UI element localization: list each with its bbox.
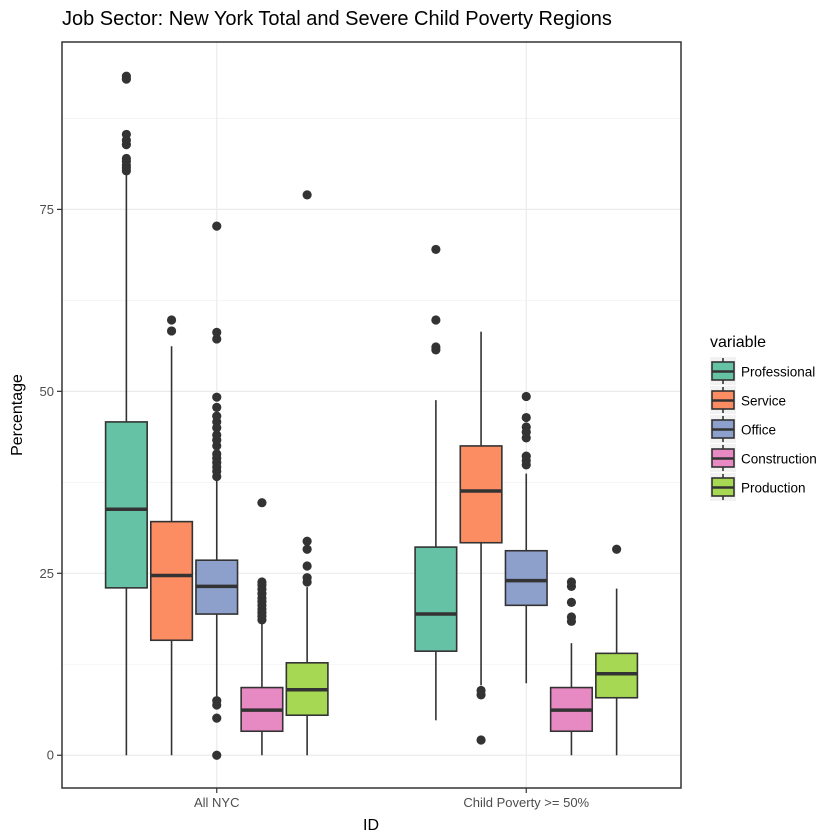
outlier-point [521,412,531,423]
plot-border [61,41,682,789]
outlier-point [431,315,441,325]
outlier-point [212,402,222,412]
legend-item-professional: Professional [710,357,815,385]
outlier-point [566,597,577,608]
outlier-point [257,577,267,587]
box-production-1 [595,544,639,756]
outlier-point [212,334,222,344]
outlier-point [212,327,222,337]
outlier-point [212,713,222,723]
outlier-point [431,244,441,255]
box-service-0 [149,315,194,756]
y-tick-label: 0 [47,748,54,763]
outlier-point [212,392,222,402]
outlier-point [166,315,177,325]
legend: variable Professional Service Office Constru… [710,334,817,501]
iqr-box [595,652,639,699]
y-tick-label: 75 [40,202,54,217]
outlier-point [521,451,531,461]
outlier-point [302,573,312,583]
legend-title: variable [710,334,766,351]
outlier-point [121,129,131,140]
box-professional-0 [104,71,148,756]
outlier-point [121,153,131,164]
plot-panel [62,42,681,788]
outlier-point [302,544,312,554]
outlier-point [521,391,531,402]
outlier-point [476,685,486,696]
outlier-point [121,71,131,81]
legend-label: Production [741,481,806,496]
outlier-point [521,422,531,432]
box-office-0 [195,221,239,760]
legend-label: Construction [741,452,817,467]
outlier-point [212,696,222,706]
box-construction-1 [549,577,594,756]
box-professional-1 [414,244,458,721]
legend-item-office: Office [710,415,776,443]
legend-item-construction: Construction [710,444,817,472]
outlier-point [212,449,222,459]
outlier-point [212,411,222,421]
outlier-point [212,430,222,440]
outlier-point [612,544,622,554]
outlier-point [476,735,486,745]
y-tick-label: 50 [40,384,54,399]
outlier-point [212,221,222,231]
y-tick-label: 25 [40,566,54,581]
outlier-point [566,612,577,622]
chart-title: Job Sector: New York Total and Severe Ch… [62,8,612,30]
legend-item-service: Service [710,386,786,414]
outlier-point [566,577,577,587]
iqr-box [149,520,194,642]
iqr-box [459,445,503,544]
box-office-1 [504,391,548,684]
outlier-point [431,342,441,352]
iqr-box [414,546,458,652]
iqr-box [504,549,548,607]
box-production-0 [285,190,329,756]
y-axis-label: Percentage [9,374,26,456]
outlier-point [257,498,267,508]
legend-label: Office [741,423,776,438]
outlier-point [302,190,312,200]
box-construction-0 [240,498,284,756]
legend-item-production: Production [710,473,806,501]
legend-label: Professional [741,365,815,380]
outlier-point [212,750,222,760]
outlier-point [166,326,177,336]
box-service-1 [459,331,503,745]
iqr-box [104,421,148,589]
x-tick-label: All NYC [194,795,240,810]
outlier-point [302,536,312,546]
outlier-point [302,561,312,571]
x-axis-label: ID [363,817,379,834]
legend-label: Service [741,394,786,409]
x-tick-label: Child Poverty >= 50% [463,795,589,810]
